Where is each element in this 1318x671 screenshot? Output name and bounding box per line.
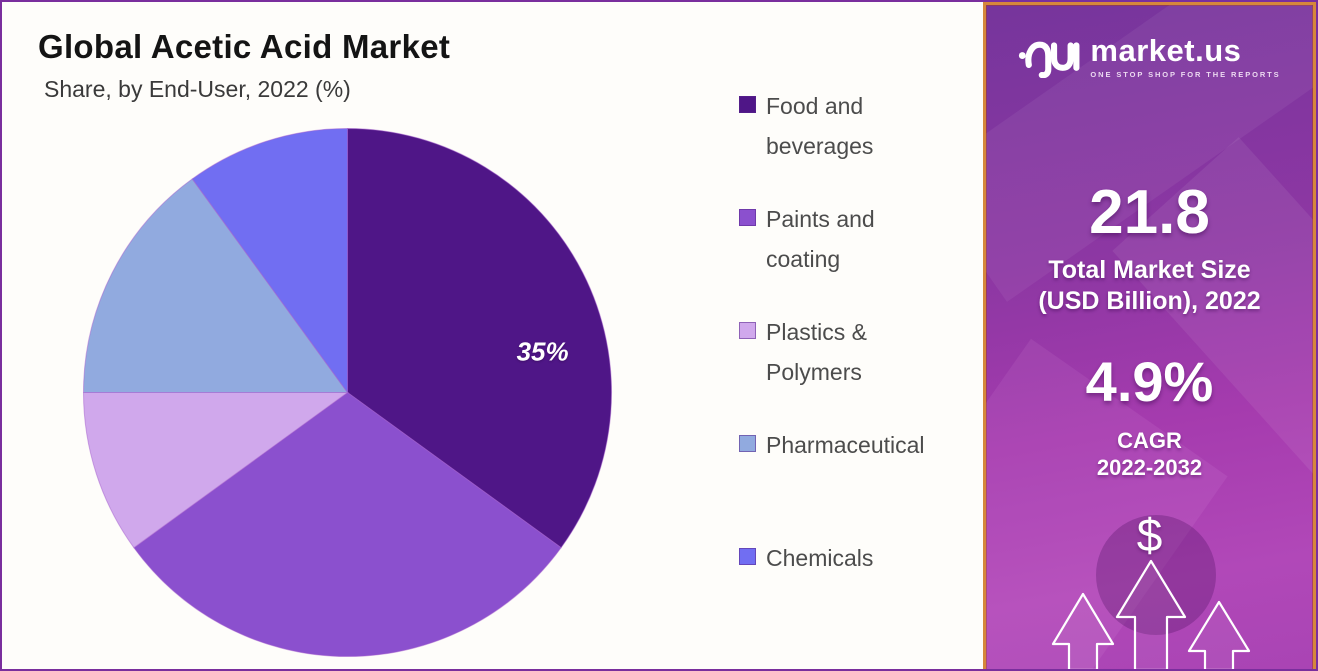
legend-label: Food and beverages [766, 93, 874, 159]
legend-item: Pharmaceutical [739, 425, 974, 538]
growth-arrows-icon [1051, 559, 1251, 669]
chart-title: Global Acetic Acid Market [38, 28, 451, 65]
market-size-value: 21.8 [1089, 178, 1210, 247]
cagr-value: 4.9% [1085, 350, 1214, 413]
arrow-up-center [1115, 559, 1187, 669]
brand-side-panel: market.us ONE STOP SHOP FOR THE REPORTS … [983, 2, 1316, 669]
dollar-icon: $ [1136, 509, 1163, 561]
legend-item: Food and beverages [739, 86, 974, 199]
legend-swatch-icon [739, 322, 756, 339]
pie-data-label: 35% [517, 337, 569, 367]
brand-tagline: ONE STOP SHOP FOR THE REPORTS [1090, 70, 1281, 79]
pie-slice [133, 391, 562, 657]
chart-subtitle: Share, by End-User, 2022 (%) [44, 76, 351, 102]
legend-swatch-icon [739, 548, 756, 565]
pie-chart-area: 35% [75, 120, 620, 665]
chart-card: Global Acetic Acid Market Share, by End-… [2, 2, 988, 669]
legend-item: Paints and coating [739, 199, 974, 312]
legend-swatch-icon [739, 209, 756, 226]
pie-slice [82, 178, 349, 393]
legend-item: Chemicals [739, 538, 974, 651]
pie-chart: 35% [82, 127, 613, 657]
market-size-label-line1: Total Market Size [1048, 256, 1251, 284]
brand-text: market.us ONE STOP SHOP FOR THE REPORTS [1090, 33, 1281, 80]
legend-label: Chemicals [766, 545, 874, 571]
brand-wordmark: market.us [1090, 33, 1242, 68]
legend-label: Pharmaceutical [766, 432, 925, 458]
cagr-label-line1: CAGR [1117, 428, 1182, 453]
pie-slice [347, 127, 613, 549]
marketus-logo-icon [1019, 41, 1080, 78]
pie-slice [82, 392, 350, 549]
legend-swatch-icon [739, 96, 756, 113]
legend-item: Plastics & Polymers [739, 312, 974, 425]
pie-slice [191, 127, 348, 395]
legend-label: Plastics & Polymers [766, 319, 867, 385]
cagr-label-line2: 2022-2032 [1096, 455, 1203, 480]
market-size-label: Total Market Size (USD Billion), 2022 [986, 255, 1313, 317]
market-size-label-line2: (USD Billion), 2022 [1038, 287, 1261, 315]
legend-swatch-icon [739, 435, 756, 452]
arrow-up-left [1051, 592, 1115, 669]
cagr-label: CAGR 2022-2032 [986, 427, 1313, 481]
arrow-up-right [1187, 600, 1251, 669]
chart-legend: Food and beverages Paints and coating Plas… [739, 86, 974, 651]
legend-label: Paints and coating [766, 206, 875, 272]
brand-logo: market.us ONE STOP SHOP FOR THE REPORTS [986, 35, 1313, 79]
